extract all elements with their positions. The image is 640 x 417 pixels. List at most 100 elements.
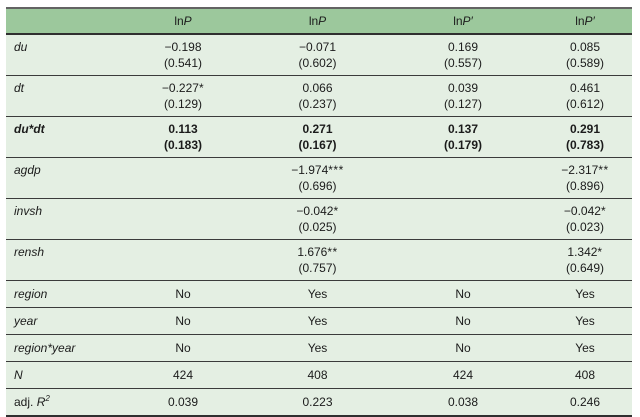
estimate-value: 0.066 xyxy=(302,81,333,95)
cell-year-col3: No xyxy=(455,314,471,328)
corner-cell xyxy=(6,8,119,35)
cell-region-col3: No xyxy=(455,287,471,301)
cell-du-dt-col2: 0.271 (0.167) xyxy=(247,117,388,158)
table-row-du: du −0.198 (0.541) −0.071 (0.602) 0.169 (0.557)… xyxy=(6,34,632,76)
cell-rensh-col2: 1.676** (0.757) xyxy=(247,240,388,281)
cell-rensh-col1 xyxy=(119,240,247,281)
estimate-value: 0.169 xyxy=(447,40,479,54)
regression-results-table: lnP lnP lnP′ lnP′ du −0.198 (0.541) −0.071(… xyxy=(6,7,632,417)
header-row: lnP lnP lnP′ lnP′ xyxy=(6,8,632,35)
row-label-du: du xyxy=(14,40,28,54)
standard-error: (0.541) xyxy=(163,56,203,70)
table-row-year: year No Yes No Yes xyxy=(6,308,632,335)
table-row-n: N 424 408 424 408 xyxy=(6,362,632,389)
cell-dt-col2: 0.066 (0.237) xyxy=(247,76,388,117)
row-label-invsh: invsh xyxy=(14,204,43,218)
cell-n-col2: 408 xyxy=(307,368,328,382)
significance-stars: * xyxy=(600,204,607,218)
estimate-value: −0.227* xyxy=(161,81,205,95)
standard-error: (0.896) xyxy=(565,179,605,193)
standard-error: (0.783) xyxy=(565,138,605,152)
row-label-region-year: region*year xyxy=(14,341,76,355)
cell-n-col4: 408 xyxy=(574,368,596,382)
column-header-lnp-prime-2: lnP′ xyxy=(538,8,632,35)
estimate-value: −0.042* xyxy=(563,204,607,218)
cell-du-dt-col4: 0.291 (0.783) xyxy=(538,117,632,158)
significance-stars: ** xyxy=(598,163,609,177)
cell-du-dt-col1: 0.113 (0.183) xyxy=(119,117,247,158)
header-symbol: P xyxy=(318,14,327,28)
cell-region-year-col2: Yes xyxy=(307,341,328,355)
standard-error: (0.757) xyxy=(298,261,337,275)
standard-error: (0.179) xyxy=(443,138,483,152)
header-prefix: ln xyxy=(575,14,585,28)
row-label-agdp: agdp xyxy=(14,163,41,177)
estimate-value: −1.974*** xyxy=(291,163,344,177)
cell-adj-r2-col1: 0.039 xyxy=(167,395,199,409)
row-label-adj-r2: adj. R2 xyxy=(14,394,50,410)
row-label-prefix: adj. xyxy=(14,395,37,409)
cell-du-col2: −0.071 (0.602) xyxy=(247,34,388,76)
standard-error: (0.602) xyxy=(298,56,337,70)
table-row-adj-r2: adj. R2 0.039 0.223 0.038 0.246 xyxy=(6,389,632,417)
cell-region-year-col4: Yes xyxy=(575,341,595,355)
cell-invsh-col3 xyxy=(388,199,538,240)
cell-adj-r2-col3: 0.038 xyxy=(447,395,479,409)
cell-region-col2: Yes xyxy=(307,287,328,301)
standard-error: (0.589) xyxy=(565,56,605,70)
table-row-agdp: agdp −1.974*** (0.696) −2.317** (0.896) xyxy=(6,158,632,199)
cell-adj-r2-col2: 0.223 xyxy=(302,395,333,409)
estimate-value: 0.085 xyxy=(569,40,601,54)
cell-adj-r2-col4: 0.246 xyxy=(569,395,601,409)
standard-error: (0.237) xyxy=(298,97,337,111)
estimate-value: 0.039 xyxy=(447,81,479,95)
table-row-dt: dt −0.227* (0.129) 0.066 (0.237) 0.039 (0.127)… xyxy=(6,76,632,117)
cell-n-col1: 424 xyxy=(172,368,194,382)
row-label-dt: dt xyxy=(14,81,25,95)
estimate-value: 0.113 xyxy=(168,122,198,136)
estimate-value: 0.291 xyxy=(569,122,601,136)
standard-error: (0.025) xyxy=(298,220,337,234)
row-label-superscript: 2 xyxy=(45,394,50,403)
significance-stars: ** xyxy=(327,245,338,259)
cell-dt-col1: −0.227* (0.129) xyxy=(119,76,247,117)
table-row-invsh: invsh −0.042* (0.025) −0.042* (0.023) xyxy=(6,199,632,240)
table-header: lnP lnP lnP′ lnP′ xyxy=(6,8,632,35)
cell-region-year-col1: No xyxy=(175,341,191,355)
row-label-region: region xyxy=(14,287,48,301)
significance-stars: *** xyxy=(328,163,344,177)
cell-agdp-col2: −1.974*** (0.696) xyxy=(247,158,388,199)
standard-error: (0.649) xyxy=(565,261,605,275)
header-symbol: P xyxy=(183,14,192,28)
row-label-year: year xyxy=(14,314,38,328)
cell-du-col1: −0.198 (0.541) xyxy=(119,34,247,76)
estimate-value: −2.317** xyxy=(561,163,609,177)
cell-rensh-col3 xyxy=(388,240,538,281)
header-symbol: P′ xyxy=(462,14,473,28)
cell-invsh-col1 xyxy=(119,199,247,240)
row-label-rensh: rensh xyxy=(14,245,45,259)
estimate-value: −0.071 xyxy=(298,40,337,54)
estimate-value: 0.271 xyxy=(302,122,333,136)
standard-error: (0.183) xyxy=(163,138,203,152)
cell-agdp-col3 xyxy=(388,158,538,199)
estimate-value: 1.676** xyxy=(297,245,338,259)
estimate-value: 1.342* xyxy=(567,245,603,259)
column-header-lnp-2: lnP xyxy=(247,8,388,35)
significance-stars: * xyxy=(597,245,603,259)
table-row-du-dt: du*dt 0.113 (0.183) 0.271 (0.167) 0.137 (0.179… xyxy=(6,117,632,158)
cell-agdp-col1 xyxy=(119,158,247,199)
cell-dt-col4: 0.461 (0.612) xyxy=(538,76,632,117)
standard-error: (0.127) xyxy=(443,97,483,111)
standard-error: (0.557) xyxy=(443,56,483,70)
estimate-value: 0.137 xyxy=(447,122,479,136)
estimate-value: −0.198 xyxy=(164,40,202,54)
cell-du-col4: 0.085 (0.589) xyxy=(538,34,632,76)
standard-error: (0.612) xyxy=(565,97,605,111)
significance-stars: * xyxy=(198,81,205,95)
standard-error: (0.696) xyxy=(298,179,337,193)
estimate-value: −0.042* xyxy=(296,204,339,218)
column-header-lnp-1: lnP xyxy=(119,8,247,35)
cell-region-col4: Yes xyxy=(575,287,595,301)
